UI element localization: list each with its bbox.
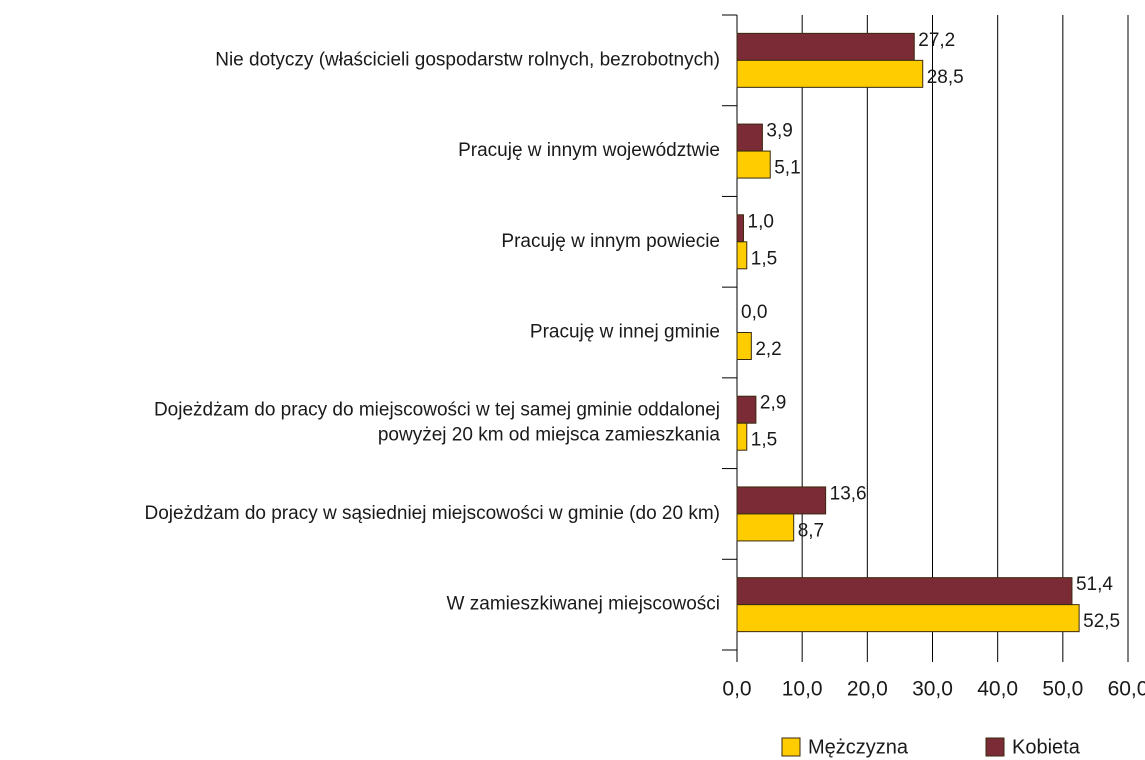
category-label: Dojeżdżam do pracy w sąsiedniej miejscow… bbox=[145, 503, 721, 524]
category-label: Pracuję w innym województwie bbox=[458, 140, 720, 161]
value-label: 52,5 bbox=[1083, 611, 1120, 632]
bar bbox=[736, 332, 752, 360]
bar bbox=[736, 214, 745, 243]
value-label: 51,4 bbox=[1076, 574, 1113, 595]
bar bbox=[736, 241, 748, 270]
bar bbox=[736, 395, 757, 424]
value-label: 5,1 bbox=[774, 158, 800, 179]
x-tick-label: 10,0 bbox=[782, 678, 823, 701]
value-label: 3,9 bbox=[766, 121, 792, 142]
bar bbox=[736, 59, 924, 88]
value-label: 1,0 bbox=[748, 211, 774, 232]
legend-label: Mężczyzna bbox=[808, 736, 909, 758]
value-label: 13,6 bbox=[830, 483, 867, 504]
x-tick-label: 20,0 bbox=[847, 678, 888, 701]
x-tick-label: 50,0 bbox=[1042, 678, 1083, 701]
x-tick-label: 30,0 bbox=[912, 678, 953, 701]
category-label: Pracuję w innym powiecie bbox=[501, 231, 720, 252]
bar bbox=[736, 577, 1073, 606]
category-label: Dojeżdżam do pracy do miejscowości w tej… bbox=[154, 400, 720, 446]
bar bbox=[736, 123, 763, 152]
value-label: 0,0 bbox=[741, 302, 767, 323]
bar bbox=[736, 150, 771, 179]
value-label: 1,5 bbox=[751, 430, 777, 451]
category-label: W zamieszkiwanej miejscowości bbox=[447, 594, 720, 615]
category-label: Pracuję w innej gminie bbox=[530, 322, 720, 343]
x-tick-label: 60,0 bbox=[1108, 678, 1145, 701]
bar bbox=[736, 513, 795, 542]
value-label: 27,2 bbox=[918, 30, 955, 51]
bar bbox=[736, 486, 827, 515]
value-label: 2,9 bbox=[760, 393, 786, 414]
x-tick-label: 0,0 bbox=[722, 678, 751, 701]
legend-swatch bbox=[781, 737, 801, 757]
x-tick-label: 40,0 bbox=[977, 678, 1018, 701]
value-label: 1,5 bbox=[751, 248, 777, 269]
bar bbox=[736, 422, 748, 451]
value-label: 2,2 bbox=[755, 339, 781, 360]
value-label: 28,5 bbox=[927, 67, 964, 88]
legend-label: Kobieta bbox=[1012, 736, 1081, 758]
bar bbox=[736, 32, 915, 61]
legend-swatch bbox=[985, 737, 1005, 757]
category-label: Nie dotyczy (właścicieli gospodarstw rol… bbox=[215, 49, 720, 70]
value-label: 8,7 bbox=[798, 520, 824, 541]
bar bbox=[736, 604, 1080, 633]
